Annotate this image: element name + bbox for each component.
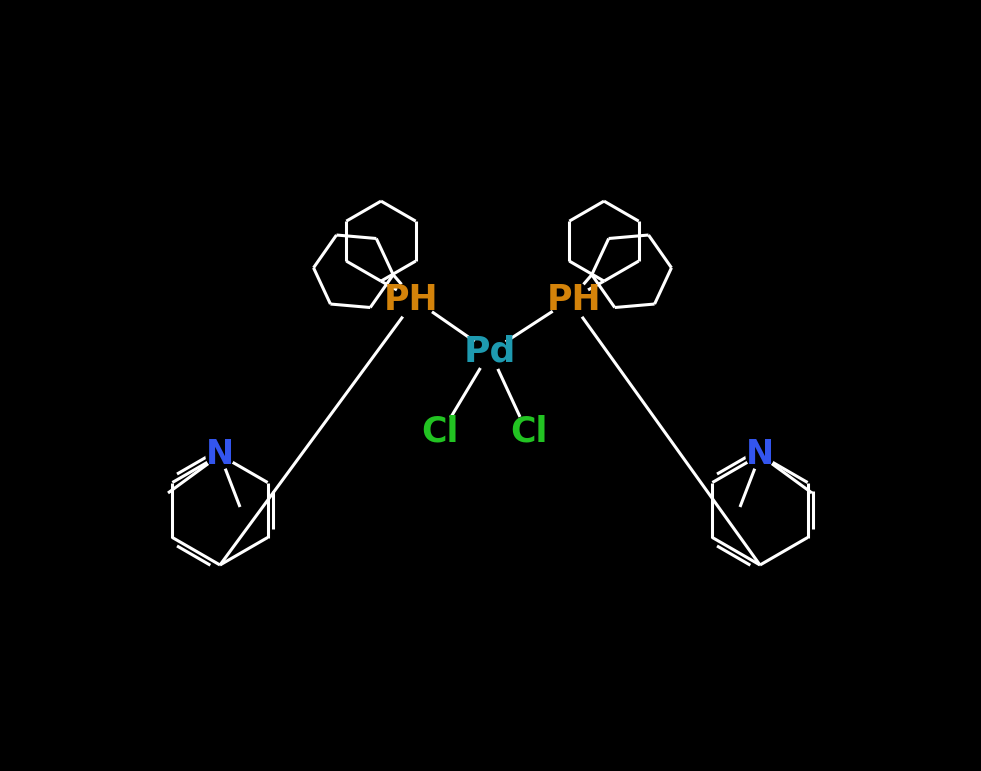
Circle shape — [472, 334, 508, 370]
Text: Cl: Cl — [510, 415, 547, 449]
Text: N: N — [746, 439, 774, 472]
Text: PH: PH — [546, 283, 601, 317]
Text: PH: PH — [384, 283, 439, 317]
Text: Pd: Pd — [464, 335, 516, 369]
Circle shape — [426, 416, 458, 448]
Circle shape — [206, 441, 234, 469]
Circle shape — [746, 441, 774, 469]
Circle shape — [511, 416, 543, 448]
Circle shape — [395, 280, 435, 320]
Text: N: N — [206, 439, 234, 472]
Circle shape — [550, 280, 590, 320]
Text: Cl: Cl — [421, 415, 459, 449]
